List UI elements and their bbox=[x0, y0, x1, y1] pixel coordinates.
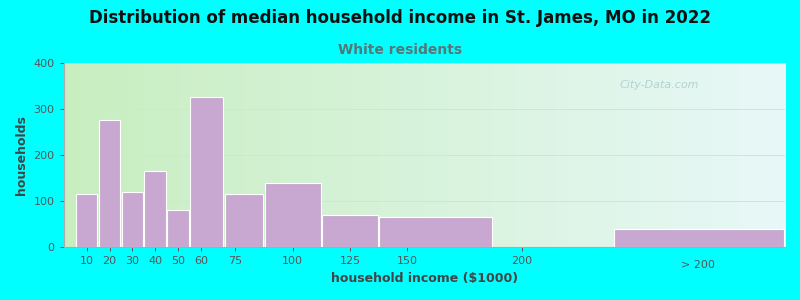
Bar bbox=[322, 215, 378, 248]
Bar bbox=[76, 194, 98, 248]
Bar bbox=[614, 229, 785, 248]
Text: City-Data.com: City-Data.com bbox=[619, 80, 698, 90]
Bar bbox=[167, 210, 189, 248]
Text: Distribution of median household income in St. James, MO in 2022: Distribution of median household income … bbox=[89, 9, 711, 27]
Bar bbox=[225, 194, 263, 248]
Bar bbox=[265, 183, 321, 248]
X-axis label: household income ($1000): household income ($1000) bbox=[330, 272, 518, 285]
Bar bbox=[98, 120, 120, 248]
Text: > 200: > 200 bbox=[681, 260, 715, 270]
Bar bbox=[122, 192, 143, 248]
Y-axis label: households: households bbox=[15, 115, 28, 195]
Bar bbox=[190, 97, 223, 247]
Bar bbox=[379, 218, 493, 248]
Bar bbox=[145, 171, 166, 247]
Text: White residents: White residents bbox=[338, 44, 462, 58]
